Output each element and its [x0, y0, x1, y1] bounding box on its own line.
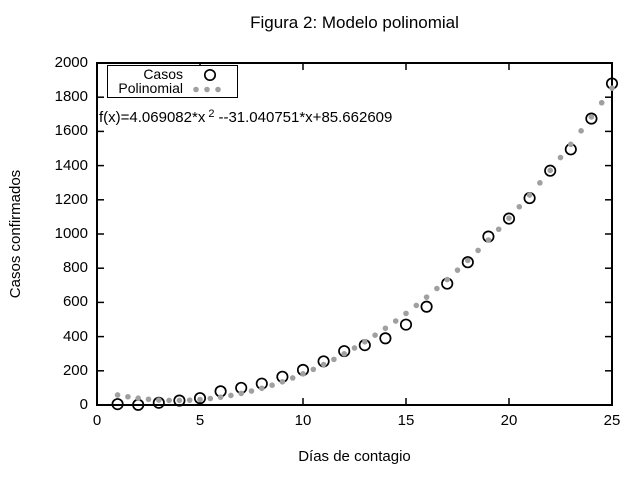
legend-entry-polinomial: Polinomial [108, 81, 237, 95]
polinomial-point [568, 141, 574, 148]
ytick-label: 0 [79, 396, 88, 413]
ytick-label: 200 [62, 361, 88, 379]
polinomial-point [197, 396, 203, 403]
polinomial-point [413, 302, 420, 309]
caso-point [420, 300, 433, 313]
fit-equation-prefix: f(x)=4.069082*x [99, 109, 206, 126]
polinomial-point [557, 154, 564, 161]
ytick-label: 2000 [54, 54, 88, 71]
polinomial-point [537, 180, 543, 186]
xtick-label: 5 [195, 412, 205, 429]
polinomial-point [526, 192, 533, 198]
legend-label-casos: Casos [143, 66, 183, 82]
polinomial-point [186, 397, 193, 403]
polinomial-point [454, 267, 461, 273]
polinomial-point [238, 390, 244, 397]
polinomial-point [217, 394, 224, 400]
xtick-label: 20 [500, 412, 518, 429]
fit-equation: f(x)=4.069082*x 2 --31.040751*x+85.662609 [99, 108, 392, 129]
polinomial-point [495, 226, 502, 233]
polinomial-point [372, 332, 378, 338]
fit-equation-exponent: 2 [208, 108, 215, 120]
legend-entry-casos: Casos [108, 67, 237, 81]
caso-point [399, 318, 413, 331]
polinomial-point [598, 99, 605, 106]
caso-point [544, 164, 557, 177]
legend-label-polinomial: Polinomial [118, 80, 183, 96]
polinomial-point [578, 128, 584, 134]
polinomial-point [403, 310, 409, 317]
caso-point [461, 256, 474, 269]
polinomial-point [207, 395, 214, 402]
ytick-label: 800 [62, 259, 88, 277]
polinomial-point [423, 294, 430, 300]
polinomial-point [362, 338, 368, 345]
polinomial-point [351, 345, 358, 351]
polinomial-point [156, 397, 162, 403]
polinomial-point [166, 397, 172, 404]
polinomial-point [300, 371, 306, 377]
ytick-label: 1400 [54, 156, 88, 174]
polinomial-point [382, 325, 389, 332]
polinomial-point [392, 318, 399, 324]
polinomial-point [279, 378, 286, 385]
xtick-label: 0 [92, 412, 102, 429]
ytick-label: 600 [62, 293, 88, 311]
polinomial-point [125, 393, 131, 400]
ytick-label: 400 [62, 327, 88, 345]
polinomial-point [289, 375, 296, 381]
xtick-label: 10 [294, 412, 312, 429]
open-circle-marker-icon [203, 68, 217, 81]
xtick-label: 15 [397, 412, 415, 429]
polinomial-point [114, 392, 121, 398]
caso-point [111, 398, 124, 411]
polinomial-point [444, 276, 451, 283]
x-axis-label: Días de contagio [298, 448, 411, 465]
ytick-label: 1200 [54, 190, 88, 208]
polinomial-point [269, 382, 275, 388]
polinomial-point [331, 356, 337, 363]
caso-point [585, 112, 598, 125]
chart-title: Figura 2: Modelo polinomial [250, 13, 459, 32]
polinomial-point [145, 396, 152, 403]
polinomial-point [135, 395, 141, 401]
y-axis-label: Casos confirmados [7, 169, 24, 299]
caso-point [379, 332, 392, 345]
gray-dots-marker-icon [193, 86, 221, 92]
ytick-label: 1000 [54, 225, 88, 242]
polinomial-point [341, 351, 348, 357]
polinomial-point [320, 361, 327, 368]
polinomial-point [248, 388, 255, 394]
ytick-label: 1600 [54, 122, 88, 140]
caso-point [193, 392, 207, 405]
polinomial-point [609, 85, 615, 91]
fit-equation-suffix: --31.040751*x+85.662609 [218, 109, 393, 126]
ytick-label: 1800 [54, 88, 88, 106]
legend-box: Casos Polinomial [107, 65, 238, 98]
polinomial-point [547, 167, 553, 174]
polinomial-point [485, 237, 492, 243]
polinomial-point [310, 366, 317, 373]
polinomial-point [506, 215, 512, 221]
polinomial-point [475, 247, 481, 254]
polinomial-point [516, 203, 523, 210]
polinomial-point [465, 257, 471, 264]
caso-point [173, 394, 186, 407]
polinomial-point [176, 397, 183, 404]
polinomial-point [434, 285, 440, 292]
polinomial-point [228, 392, 234, 399]
xtick-label: 25 [603, 412, 621, 429]
caso-point [502, 212, 516, 225]
polinomial-point [259, 385, 265, 392]
polinomial-point [588, 114, 595, 120]
